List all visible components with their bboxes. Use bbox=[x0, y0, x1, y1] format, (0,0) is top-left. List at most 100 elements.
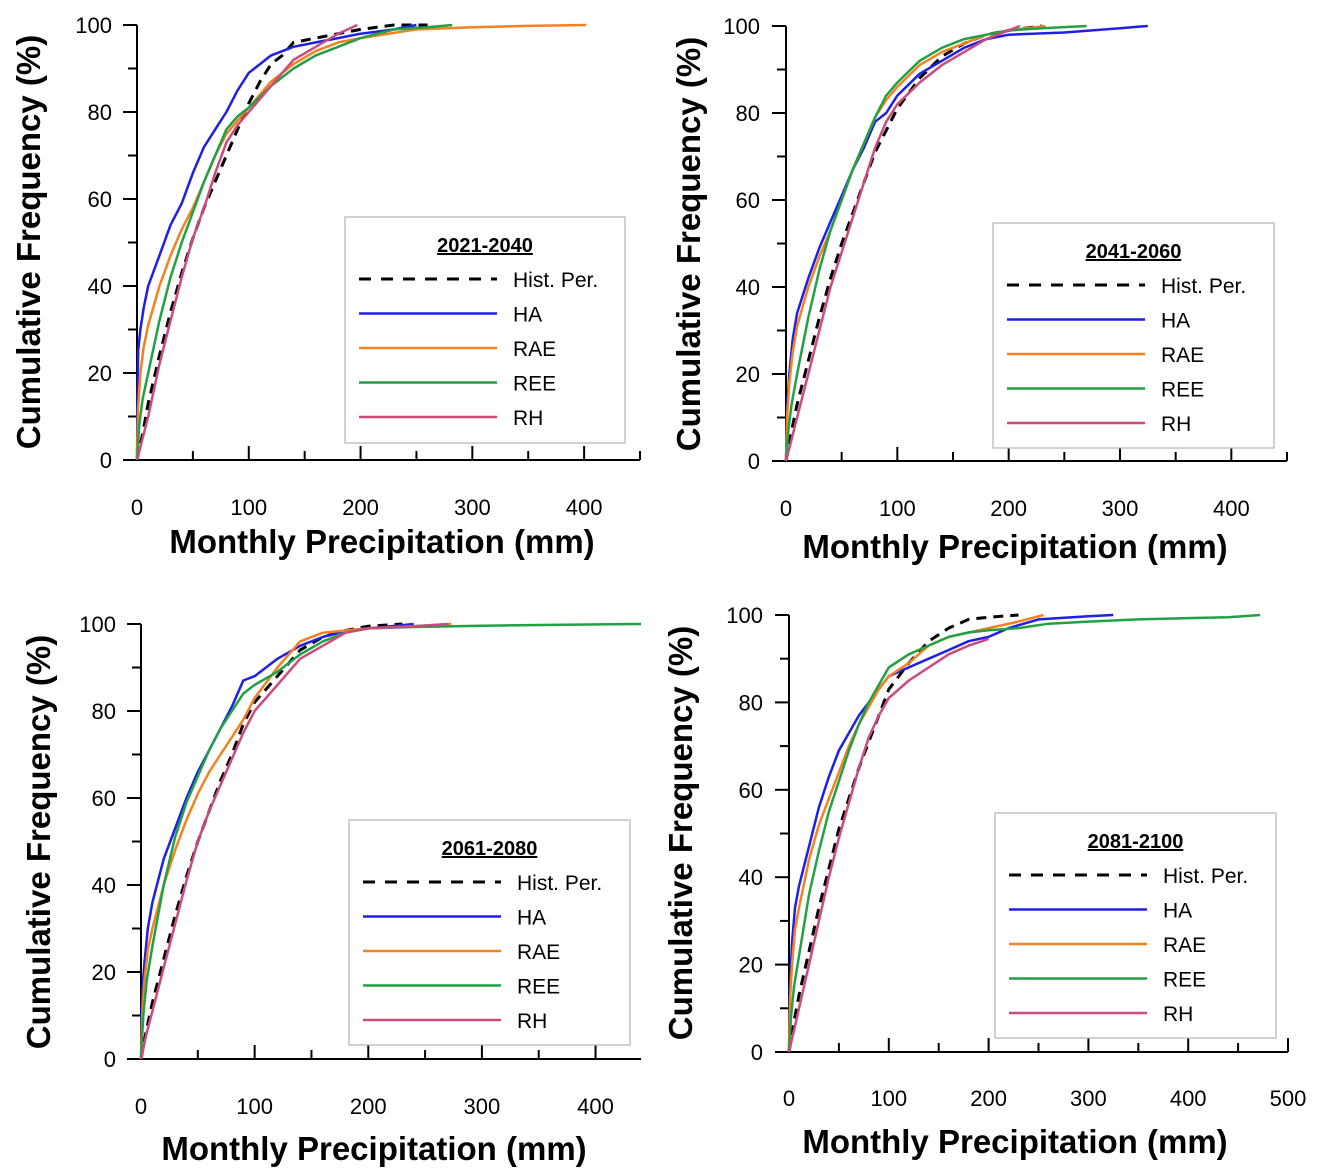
x-tick-label: 0 bbox=[135, 1094, 147, 1119]
legend-label: RH bbox=[513, 407, 543, 430]
y-tick-label: 60 bbox=[92, 786, 116, 811]
y-tick-label: 80 bbox=[88, 100, 112, 125]
x-tick-label: 300 bbox=[454, 495, 491, 520]
legend-label: REE bbox=[1161, 379, 1204, 402]
y-tick-label: 60 bbox=[88, 187, 112, 212]
y-tick-label: 60 bbox=[736, 188, 760, 213]
y-tick-label: 0 bbox=[748, 449, 760, 474]
chart-panel-1: 0 100 200 300 400 0 20 40 60 80 100 Monthly Precipi… bbox=[10, 13, 641, 560]
y-tick-label: 40 bbox=[92, 873, 116, 898]
x-tick-label: 0 bbox=[131, 495, 143, 520]
x-tick-label: 400 bbox=[1213, 496, 1250, 521]
x-axis-title: Monthly Precipitation (mm) bbox=[161, 1130, 586, 1167]
series-line-ha bbox=[784, 24, 1148, 462]
legend-label: HA bbox=[513, 304, 542, 327]
legend-label: HA bbox=[1161, 310, 1190, 333]
series-line-ree bbox=[784, 24, 1087, 462]
legend-label: HA bbox=[1163, 900, 1192, 923]
series-line-ree bbox=[787, 613, 1261, 1053]
x-tick-label: 300 bbox=[1070, 1086, 1107, 1111]
legend-label: RAE bbox=[1161, 344, 1204, 367]
y-tick-label: 40 bbox=[88, 274, 112, 299]
legend: 2021-2040 Hist. Per. HA RAE REE RH bbox=[344, 216, 626, 444]
series-line-rh bbox=[784, 24, 1021, 462]
y-tick-label: 100 bbox=[75, 13, 112, 38]
x-tick-label: 200 bbox=[342, 495, 379, 520]
legend-label: RH bbox=[517, 1010, 547, 1033]
legend-label: HA bbox=[517, 907, 546, 930]
series-line-rh bbox=[139, 622, 448, 1060]
y-tick-label: 80 bbox=[739, 690, 763, 715]
x-tick-label: 200 bbox=[990, 496, 1027, 521]
series-line-hist-per bbox=[135, 23, 428, 461]
x-axis-title: Monthly Precipitation (mm) bbox=[802, 528, 1227, 565]
x-tick-label: 0 bbox=[783, 1086, 795, 1111]
legend-title: 2041-2060 bbox=[1086, 241, 1182, 263]
y-tick-label: 20 bbox=[88, 361, 112, 386]
legend: 2041-2060 Hist. Per. HA RAE REE RH bbox=[992, 222, 1275, 449]
y-tick-label: 40 bbox=[736, 275, 760, 300]
series-line-rae bbox=[139, 622, 452, 1060]
legend-title: 2081-2100 bbox=[1088, 831, 1184, 853]
y-tick-label: 20 bbox=[736, 362, 760, 387]
x-tick-label: 100 bbox=[236, 1094, 273, 1119]
y-tick-label: 20 bbox=[92, 960, 116, 985]
x-tick-label: 400 bbox=[1170, 1086, 1207, 1111]
legend-box bbox=[992, 222, 1275, 449]
x-tick-label: 100 bbox=[879, 496, 916, 521]
y-tick-label: 0 bbox=[104, 1047, 116, 1072]
legend-title: 2061-2080 bbox=[442, 838, 538, 860]
y-axis-title: Cumulative Frequency (%) bbox=[662, 626, 699, 1040]
chart-panel-4: 0 100 200 300 400 500 0 20 40 60 80 100 Monthly Prec… bbox=[662, 603, 1306, 1160]
legend-label: Hist. Per. bbox=[1163, 865, 1248, 888]
legend-box bbox=[348, 819, 631, 1046]
x-tick-label: 400 bbox=[577, 1094, 614, 1119]
x-tick-label: 200 bbox=[350, 1094, 387, 1119]
y-axis-title: Cumulative Frequency (%) bbox=[20, 635, 57, 1049]
legend-label: REE bbox=[517, 976, 560, 999]
y-tick-label: 0 bbox=[751, 1040, 763, 1065]
y-tick-label: 100 bbox=[723, 14, 760, 39]
x-tick-label: 200 bbox=[970, 1086, 1007, 1111]
y-axis-title: Cumulative Frequency (%) bbox=[670, 37, 707, 451]
legend: 2081-2100 Hist. Per. HA RAE REE RH bbox=[994, 812, 1277, 1039]
y-axis-title: Cumulative Frequency (%) bbox=[10, 35, 47, 449]
y-tick-label: 100 bbox=[79, 612, 116, 637]
legend-title: 2021-2040 bbox=[437, 235, 533, 257]
x-axis-title: Monthly Precipitation (mm) bbox=[169, 523, 594, 560]
y-tick-label: 40 bbox=[739, 865, 763, 890]
chart-panel-2: 0 100 200 300 400 0 20 40 60 80 100 Monthly Precipi… bbox=[670, 14, 1288, 565]
legend-box bbox=[344, 216, 626, 444]
legend: 2061-2080 Hist. Per. HA RAE REE RH bbox=[348, 819, 631, 1046]
x-tick-label: 100 bbox=[230, 495, 267, 520]
y-tick-label: 20 bbox=[739, 953, 763, 978]
series-line-rh bbox=[787, 637, 989, 1053]
x-tick-label: 400 bbox=[566, 495, 603, 520]
legend-label: Hist. Per. bbox=[517, 872, 602, 895]
series-line-rh bbox=[135, 23, 358, 461]
y-tick-label: 0 bbox=[100, 448, 112, 473]
legend-label: REE bbox=[1163, 969, 1206, 992]
legend-label: RAE bbox=[1163, 934, 1206, 957]
legend-label: REE bbox=[513, 373, 556, 396]
legend-label: RH bbox=[1163, 1003, 1193, 1026]
x-axis-title: Monthly Precipitation (mm) bbox=[802, 1123, 1227, 1160]
legend-label: Hist. Per. bbox=[513, 269, 598, 292]
x-tick-label: 300 bbox=[464, 1094, 501, 1119]
legend-label: RAE bbox=[513, 338, 556, 361]
legend-label: RAE bbox=[517, 941, 560, 964]
y-tick-label: 80 bbox=[92, 699, 116, 724]
legend-label: Hist. Per. bbox=[1161, 275, 1246, 298]
series-line-rae bbox=[135, 23, 587, 461]
legend-box bbox=[994, 812, 1277, 1039]
x-tick-label: 300 bbox=[1102, 496, 1139, 521]
x-tick-label: 0 bbox=[780, 496, 792, 521]
y-tick-label: 80 bbox=[736, 101, 760, 126]
x-tick-label: 100 bbox=[870, 1086, 907, 1111]
legend-label: RH bbox=[1161, 413, 1191, 436]
chart-panel-3: 0 100 200 300 400 0 20 40 60 80 100 Monthly Precipi… bbox=[20, 612, 642, 1167]
y-tick-label: 100 bbox=[726, 603, 763, 628]
series-line-ree bbox=[135, 23, 453, 461]
x-tick-label: 500 bbox=[1270, 1086, 1307, 1111]
